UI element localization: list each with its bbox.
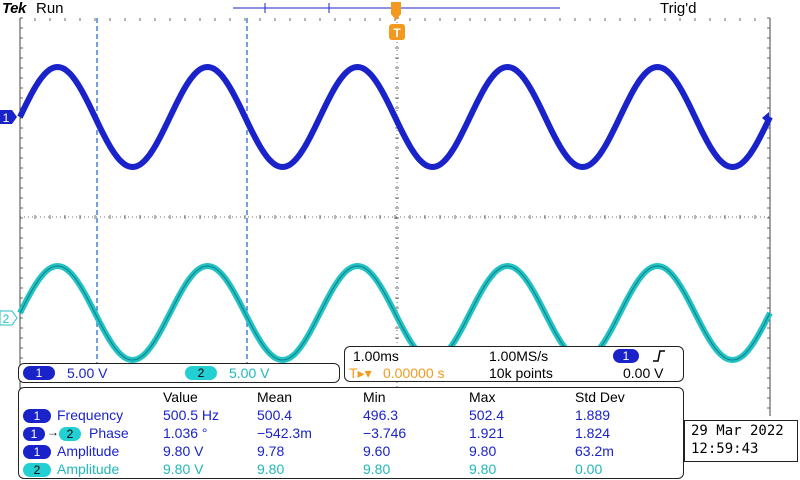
trigger-position-marker[interactable]: T	[389, 24, 405, 40]
record-length[interactable]: 10k points	[489, 365, 553, 381]
measurement-max: 1.921	[469, 425, 505, 441]
measurement-mean: 500.4	[257, 407, 293, 423]
ch2-marker[interactable]: 2	[0, 310, 18, 326]
brand-logo: Tek	[2, 0, 26, 17]
ch1-marker[interactable]: 1	[0, 110, 17, 125]
measurement-min: 9.80	[363, 461, 391, 477]
ch1-badge[interactable]: 1	[23, 366, 55, 380]
trigger-delay-prefix: T▸▾	[349, 365, 372, 381]
measurement-mean: 9.80	[257, 461, 285, 477]
measurement-value: 9.80 V	[163, 443, 204, 459]
measurement-name: Amplitude	[57, 461, 120, 477]
row-channel2-badge: 2	[59, 427, 81, 441]
status-bar: Tek Run Trig'd	[0, 0, 800, 18]
measurement-min: −3.746	[363, 425, 407, 441]
svg-text:1: 1	[3, 111, 10, 125]
col-max: Max	[469, 389, 496, 405]
row-channel-badge: 1	[23, 427, 45, 441]
arrow-right-icon: →	[47, 425, 59, 439]
row-channel-badge: 2	[23, 463, 51, 477]
trigger-status: Trig'd	[660, 0, 697, 17]
measurement-std: 1.889	[575, 407, 611, 423]
time: 12:59:43	[691, 441, 759, 457]
measurement-value: 9.80 V	[163, 461, 204, 477]
datetime-box: 29 Mar 2022 12:59:43	[684, 420, 798, 462]
measurement-name: Frequency	[57, 407, 124, 423]
horizontal-scale[interactable]: 1.00ms	[353, 348, 399, 364]
measurement-mean: −542.3m	[257, 425, 312, 441]
trigger-level[interactable]: 0.00 V	[623, 365, 664, 381]
ch1-waveform	[17, 63, 773, 171]
measurement-std: 1.824	[575, 425, 611, 441]
measurement-max: 502.4	[469, 407, 505, 423]
ch2-badge[interactable]: 2	[185, 366, 217, 380]
acquisition-state[interactable]: Run	[36, 0, 64, 17]
measurement-row-frequency[interactable]: 1 Frequency 500.5 Hz 500.4 496.3 502.4 1…	[19, 407, 685, 425]
measurement-std: 0.00	[575, 461, 603, 477]
svg-text:2: 2	[3, 312, 10, 326]
col-mean: Mean	[257, 389, 293, 405]
date: 29 Mar 2022	[691, 423, 784, 439]
trigger-level-marker[interactable]	[762, 112, 769, 124]
trigger-source-badge[interactable]: 1	[613, 349, 639, 363]
graticule	[19, 17, 771, 416]
col-std-dev: Std Dev	[575, 389, 625, 405]
svg-text:T: T	[393, 26, 401, 40]
col-min: Min	[363, 389, 386, 405]
measurement-row-phase[interactable]: 1 → 2 Phase 1.036 ° −542.3m −3.746 1.921…	[19, 425, 685, 443]
measurement-max: 9.80	[469, 461, 497, 477]
measurement-std: 63.2m	[575, 443, 614, 459]
col-value: Value	[163, 389, 198, 405]
measurement-mean: 9.78	[257, 443, 285, 459]
measurement-max: 9.80	[469, 443, 497, 459]
measurement-name: Amplitude	[57, 443, 120, 459]
ch2-waveform-core	[19, 265, 771, 361]
ch1-scale[interactable]: 5.00 V	[67, 365, 108, 381]
sample-rate: 1.00MS/s	[489, 348, 549, 364]
row-channel-badge: 1	[23, 445, 51, 459]
measurement-table: Value Mean Min Max Std Dev 1 Frequency 5…	[18, 387, 684, 479]
row-channel-badge: 1	[23, 409, 51, 423]
trigger-delay[interactable]: 0.00000 s	[383, 365, 445, 381]
measurement-header: Value Mean Min Max Std Dev	[19, 389, 685, 407]
timebase-panel: 1.00ms 1.00MS/s 1 T▸▾ 0.00000 s 10k poin…	[344, 346, 684, 382]
trigger-marker-top[interactable]	[391, 2, 401, 20]
measurement-min: 9.60	[363, 443, 391, 459]
channel-scale-bar: 1 5.00 V 2 5.00 V	[18, 363, 340, 383]
measurement-value: 500.5 Hz	[163, 407, 220, 423]
ch2-scale[interactable]: 5.00 V	[229, 365, 270, 381]
measurement-row-ch1-amplitude[interactable]: 1 Amplitude 9.80 V 9.78 9.60 9.80 63.2m	[19, 443, 685, 461]
measurement-value: 1.036 °	[163, 425, 208, 441]
measurement-row-ch2-amplitude[interactable]: 2 Amplitude 9.80 V 9.80 9.80 9.80 0.00	[19, 461, 685, 479]
measurement-name: Phase	[89, 425, 129, 441]
rising-edge-icon	[653, 350, 665, 362]
measurement-min: 496.3	[363, 407, 399, 423]
